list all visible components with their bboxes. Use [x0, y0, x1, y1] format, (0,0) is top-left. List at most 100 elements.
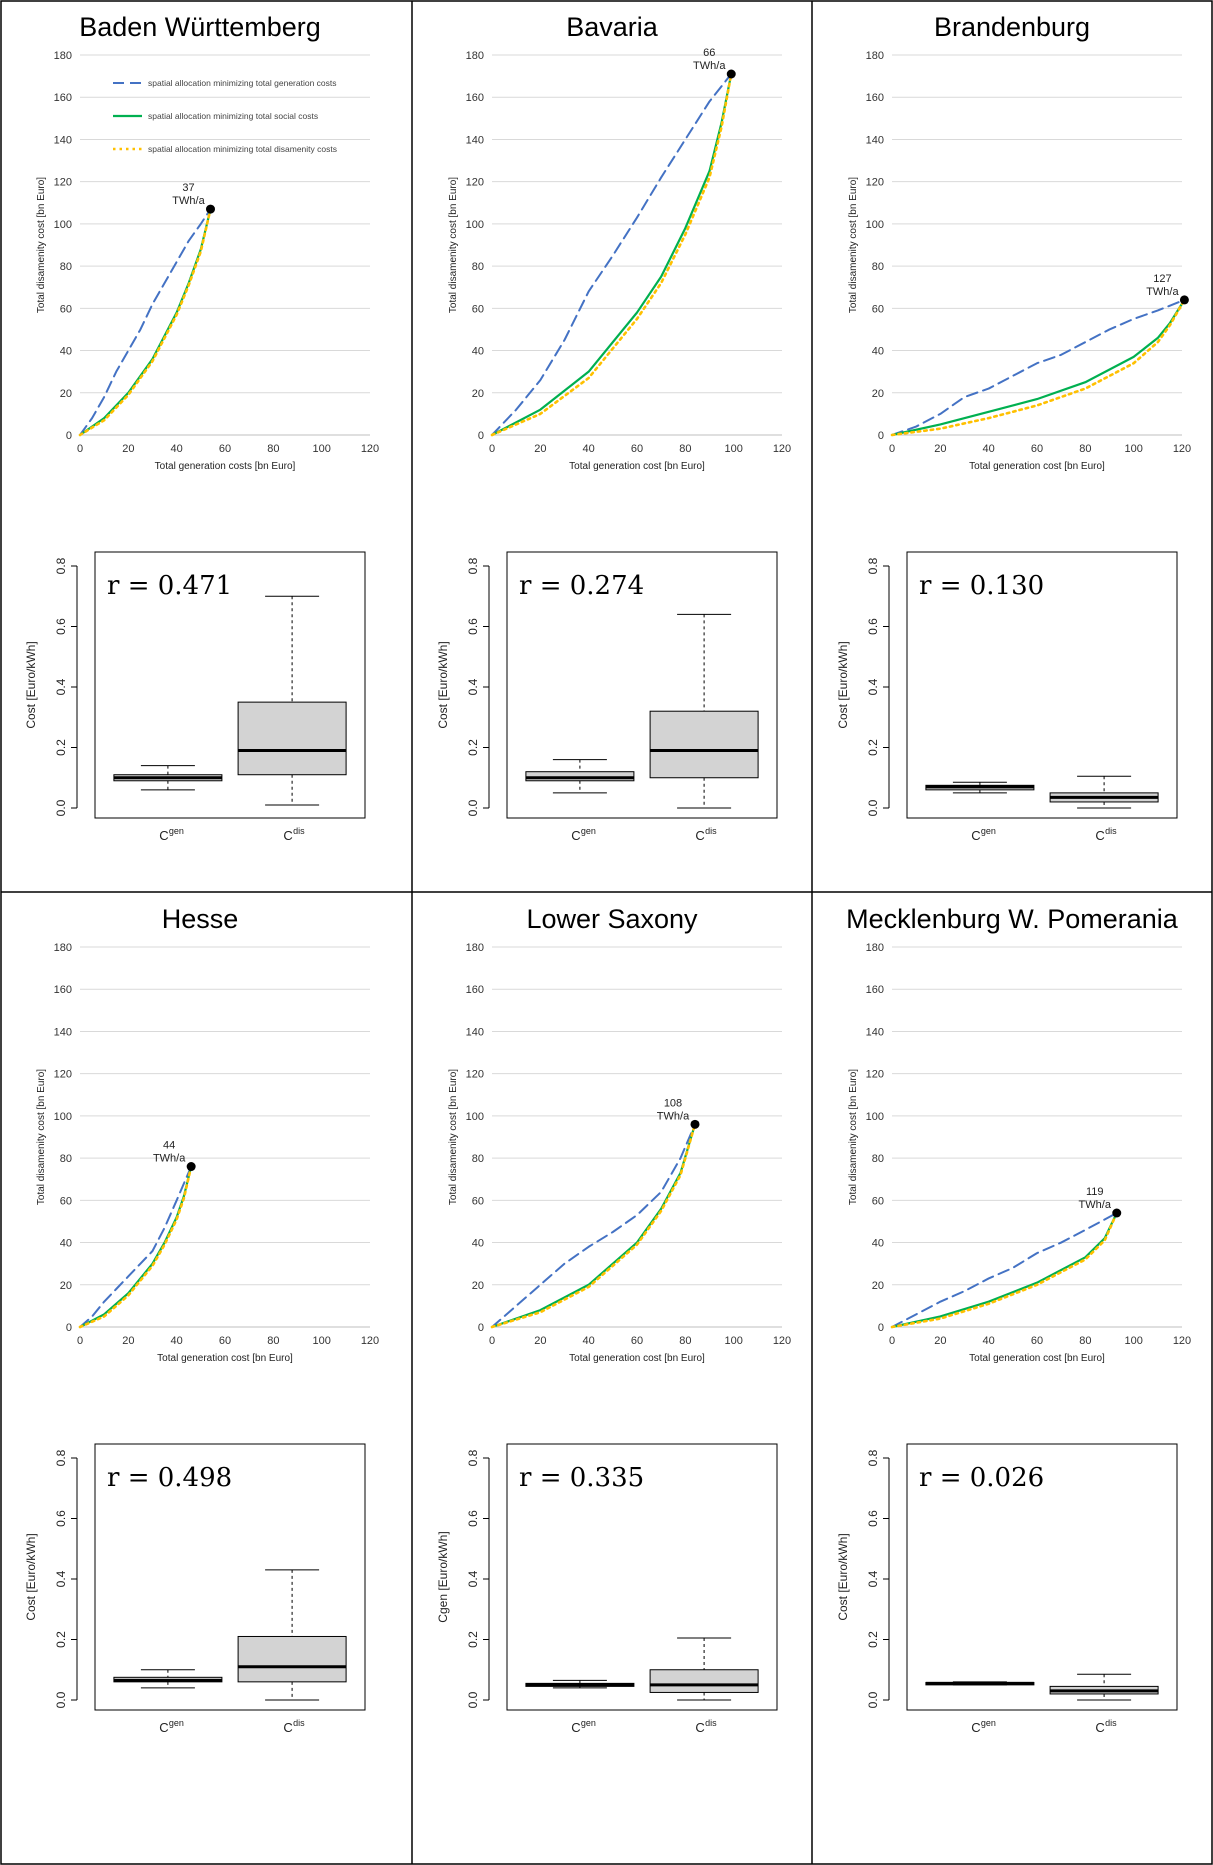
x-tick-label: 0 [489, 443, 495, 455]
y-tick-label: 0.8 [466, 557, 480, 574]
y-tick-label: 0.4 [466, 678, 480, 695]
category-label: C [571, 828, 580, 843]
y-tick-label: 0.0 [54, 799, 68, 816]
box [925, 1681, 1035, 1686]
y-tick-label: 0.4 [466, 1570, 480, 1587]
x-tick-label: 0 [489, 1335, 495, 1347]
x-tick-label: 100 [724, 1335, 742, 1347]
endpoint-label: 44 [163, 1140, 175, 1152]
y-tick-label: 80 [472, 1153, 484, 1165]
y-tick-label: 160 [54, 984, 72, 996]
x-axis-label: Total generation cost [bn Euro] [569, 1353, 705, 1364]
y-tick-label: 40 [872, 1238, 884, 1250]
y-tick-label: 0.0 [466, 799, 480, 816]
y-tick-label: 0.0 [866, 799, 880, 816]
x-tick-label: 40 [171, 1335, 183, 1347]
series-line [78, 1165, 193, 1329]
category-label: C [695, 828, 704, 843]
series-line [890, 1211, 1119, 1329]
y-tick-label: 0.4 [866, 678, 880, 695]
series-line [79, 1165, 193, 1328]
y-axis-label: Cost [Euro/kWh] [24, 1533, 38, 1620]
category-sup: dis [1105, 1718, 1117, 1728]
x-axis-label: Total generation costs [bn Euro] [155, 461, 296, 472]
category-label: C [971, 1720, 980, 1735]
y-tick-label: 160 [466, 984, 484, 996]
x-tick-label: 80 [267, 1335, 279, 1347]
series-line [79, 208, 212, 436]
y-tick-label: 160 [54, 92, 72, 104]
x-tick-label: 20 [934, 443, 946, 455]
box [1049, 775, 1159, 809]
x-tick-label: 0 [77, 1335, 83, 1347]
box-rect [649, 1669, 759, 1693]
region-title: Brandenburg [934, 12, 1090, 42]
y-tick-label: 140 [866, 1026, 884, 1038]
x-tick-label: 40 [983, 1335, 995, 1347]
x-tick-label: 60 [631, 1335, 643, 1347]
x-axis-label: Total generation cost [bn Euro] [569, 461, 705, 472]
gridlines [80, 946, 370, 1328]
box [925, 781, 1035, 794]
x-tick-label: 100 [312, 1335, 330, 1347]
correlation-label: r = 0.274 [519, 571, 644, 601]
y-tick-label: 60 [60, 1195, 72, 1207]
box-rect [237, 701, 347, 776]
endpoint-marker [690, 1119, 700, 1129]
x-axis-label: Total generation cost [bn Euro] [157, 1353, 293, 1364]
series-line [890, 298, 1186, 437]
y-tick-label: 160 [866, 984, 884, 996]
endpoint-label: 127 [1153, 273, 1171, 285]
y-tick-label: 120 [866, 1069, 884, 1081]
box-plot: 0.0 0.2 0.4 0.6 0.8 Cgen [Euro/kWh] r = 0.335 C… [436, 1443, 778, 1735]
x-tick-label: 60 [219, 443, 231, 455]
y-tick-label: 0.4 [54, 678, 68, 695]
y-tick-label: 0.6 [466, 1510, 480, 1527]
y-tick-label: 140 [466, 1026, 484, 1038]
plot-frame [906, 1443, 1178, 1711]
y-tick-label: 100 [54, 219, 72, 231]
correlation-label: r = 0.498 [107, 1463, 232, 1493]
y-tick-label: 0.6 [54, 1510, 68, 1527]
x-tick-label: 20 [534, 443, 546, 455]
category-sup: dis [705, 1718, 717, 1728]
y-tick-label: 0.2 [466, 1631, 480, 1648]
y-tick-label: 180 [866, 50, 884, 62]
y-tick-label: 120 [466, 1069, 484, 1081]
x-tick-label: 120 [773, 1335, 791, 1347]
y-tick-label: 180 [466, 942, 484, 954]
y-axis-label: Cgen [Euro/kWh] [436, 1531, 450, 1622]
y-tick-label: 120 [54, 1069, 72, 1081]
category-sup: gen [169, 1718, 184, 1728]
y-tick-label: 180 [54, 50, 72, 62]
series-line [491, 1123, 696, 1328]
category-label: C [159, 828, 168, 843]
legend: spatial allocation minimizing total gene… [113, 78, 337, 154]
correlation-label: r = 0.026 [919, 1463, 1044, 1493]
category-label: C [283, 828, 292, 843]
x-tick-label: 120 [773, 443, 791, 455]
box-rect [649, 710, 759, 779]
line-chart: 0 20 40 60 80 100 120 140 160 180 0 20 40 60 80 100 120 T… [36, 50, 379, 472]
region-cell: Lower Saxony 0 20 40 60 80 100 120 140 160 180 0 20 4… [436, 904, 791, 1735]
endpoint-label: TWh/a [1146, 286, 1179, 298]
x-tick-label: 60 [1031, 443, 1043, 455]
y-tick-label: 60 [872, 303, 884, 315]
legend-label: spatial allocation minimizing total disa… [148, 144, 337, 154]
x-tick-label: 40 [983, 443, 995, 455]
category-sup: dis [1105, 826, 1117, 836]
endpoint-label: 66 [703, 47, 715, 59]
x-tick-label: 100 [1124, 1335, 1142, 1347]
category-label: C [283, 1720, 292, 1735]
y-tick-label: 0.0 [466, 1691, 480, 1708]
category-label: C [1095, 1720, 1104, 1735]
x-axis-label: Total generation cost [bn Euro] [969, 461, 1105, 472]
endpoint-label: 108 [664, 1097, 682, 1109]
y-tick-label: 0.6 [866, 1510, 880, 1527]
y-tick-label: 100 [866, 1111, 884, 1123]
x-tick-label: 120 [361, 443, 379, 455]
series-line [891, 1212, 1118, 1328]
line-chart: 0 20 40 60 80 100 120 140 160 180 0 20 40 60 80 100 120 T… [848, 942, 1191, 1364]
region-title: Baden Württemberg [79, 12, 321, 42]
